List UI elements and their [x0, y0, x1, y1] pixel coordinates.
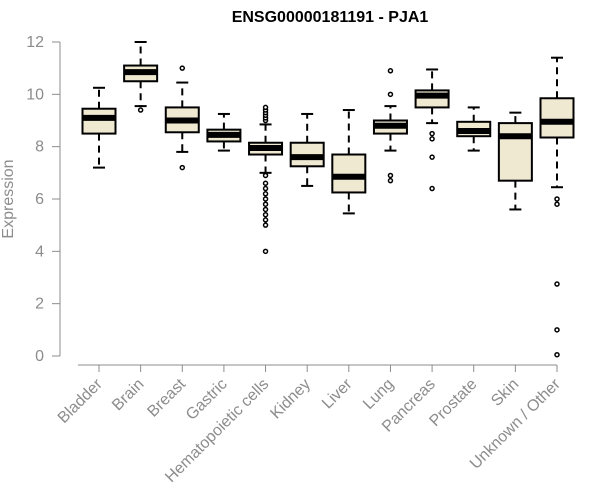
x-tick-label: Breast	[144, 375, 189, 420]
outlier-point	[387, 68, 394, 74]
box-prostate	[456, 106, 492, 152]
outlier-point	[554, 327, 560, 333]
box-bladder	[81, 86, 117, 169]
outlier-point	[554, 201, 560, 207]
x-tick-label: Brain	[109, 376, 147, 414]
outlier-point	[179, 164, 186, 171]
outlier-point	[137, 107, 144, 113]
boxes-group	[81, 41, 575, 358]
y-tick-label: 0	[35, 348, 44, 365]
y-tick-label: 8	[35, 139, 44, 156]
box-iqr	[497, 122, 533, 182]
outlier-point	[262, 222, 269, 228]
outlier-point	[554, 351, 560, 358]
outlier-point	[262, 104, 269, 111]
box-iqr	[539, 97, 575, 139]
y-axis-label: Expression	[0, 159, 17, 238]
box-skin	[497, 111, 533, 211]
outlier-point	[387, 91, 394, 98]
y-axis-ticks: 0 2 4 6 8 10 12	[26, 34, 60, 365]
outlier-point	[387, 172, 394, 179]
outlier-point	[262, 248, 269, 255]
outlier-point	[429, 130, 435, 137]
outlier-point	[387, 177, 394, 184]
box-iqr	[81, 107, 117, 135]
outlier-point	[262, 191, 269, 197]
outlier-point	[429, 185, 435, 192]
chart-title: ENSG00000181191 - PJA1	[232, 9, 429, 26]
outlier-point	[262, 196, 269, 202]
y-tick-label: 4	[35, 243, 44, 260]
y-tick-label: 10	[26, 86, 44, 103]
box-brain	[123, 41, 159, 113]
outlier-point	[262, 201, 269, 207]
outlier-point	[262, 217, 269, 223]
outlier-point	[262, 206, 269, 213]
x-tick-label: Bladder	[55, 375, 106, 426]
y-tick-label: 6	[35, 191, 44, 208]
box-pancreas	[414, 68, 450, 192]
x-tick-label: Liver	[319, 375, 356, 412]
outlier-point	[262, 211, 269, 218]
outlier-point	[262, 172, 269, 179]
x-tick-label: Kidney	[267, 376, 314, 423]
box-kidney	[289, 112, 325, 187]
box-gastric	[206, 112, 242, 152]
y-tick-label: 12	[26, 34, 44, 51]
box-lung	[372, 68, 408, 184]
outlier-point	[429, 136, 435, 142]
outlier-point	[554, 196, 560, 202]
box-iqr	[331, 153, 367, 194]
x-tick-label: Skin	[488, 376, 522, 410]
outlier-point	[262, 180, 269, 187]
y-tick-label: 2	[35, 296, 44, 313]
box-liver	[331, 109, 367, 215]
outlier-point	[262, 185, 269, 192]
x-tick-label: Lung	[360, 376, 397, 413]
outlier-point	[179, 65, 186, 71]
outlier-point	[554, 281, 560, 287]
outlier-point	[429, 154, 435, 160]
box-unknown-other	[539, 56, 575, 358]
box-hematopoietic-cells	[248, 104, 284, 255]
box-breast	[164, 65, 200, 171]
